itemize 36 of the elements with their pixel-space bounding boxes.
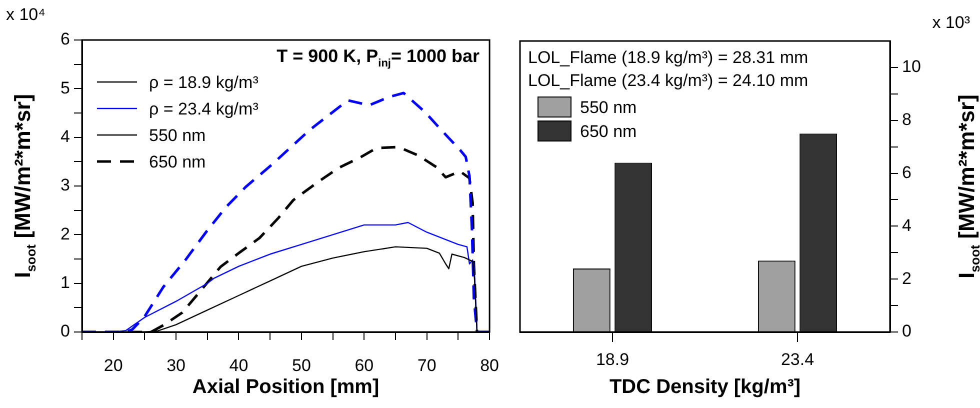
y2-tick-label: 6: [902, 162, 912, 182]
y2-tick-label: 2: [902, 268, 912, 288]
legend-label: ρ = 23.4 kg/m³: [149, 100, 259, 118]
y-tick-label: 4: [60, 127, 70, 146]
y-tick-label: 2: [60, 224, 70, 244]
annotation: 550 nm: [149, 126, 206, 145]
x-axis-title: TDC Density [kg/m³]: [609, 376, 801, 398]
annotation: LOL_Flame (23.4 kg/m³) = 24.10 mm: [528, 71, 808, 90]
x-tick-label: 70: [417, 356, 436, 375]
y-tick-label: 3: [60, 176, 70, 195]
x-tick-label: 40: [229, 356, 248, 375]
x-tick-label: 23.4: [780, 350, 814, 369]
x-axis-title: Axial Position [mm]: [192, 376, 380, 398]
text: x 10⁴: [6, 5, 46, 24]
y2-tick-label: 4: [902, 216, 912, 235]
y-axis-title: Isoot [MW/m²*m*sr]: [10, 94, 38, 278]
x-tick-label: 80: [480, 356, 500, 375]
legend-label: ρ = 18.9 kg/m³: [149, 73, 259, 92]
annotation: LOL_Flame (18.9 kg/m³) = 28.31 mm: [528, 48, 808, 67]
y2-axis-title: Isoot [MW/m²*m*sr]: [954, 94, 980, 278]
y2-tick-label: 0: [902, 322, 912, 341]
x-tick-label: 18.9: [596, 350, 630, 369]
text: x 10³: [932, 13, 970, 32]
y-tick-label: 6: [60, 30, 70, 49]
y2-tick-label: 10: [902, 57, 921, 76]
x-tick-label: 60: [354, 356, 374, 375]
x-tick-label: 30: [166, 356, 186, 375]
y2-tick-label: 8: [902, 110, 912, 130]
legend-label: 650 nm: [149, 152, 206, 172]
x-tick-label: 20: [104, 356, 123, 375]
y-tick-label: 5: [60, 78, 70, 98]
x-tick-label: 50: [292, 356, 311, 375]
legend-label: 550 nm: [580, 98, 637, 117]
y-tick-label: 1: [60, 273, 70, 292]
y-tick-label: 0: [60, 322, 70, 341]
legend-label: 650 nm: [580, 122, 637, 141]
